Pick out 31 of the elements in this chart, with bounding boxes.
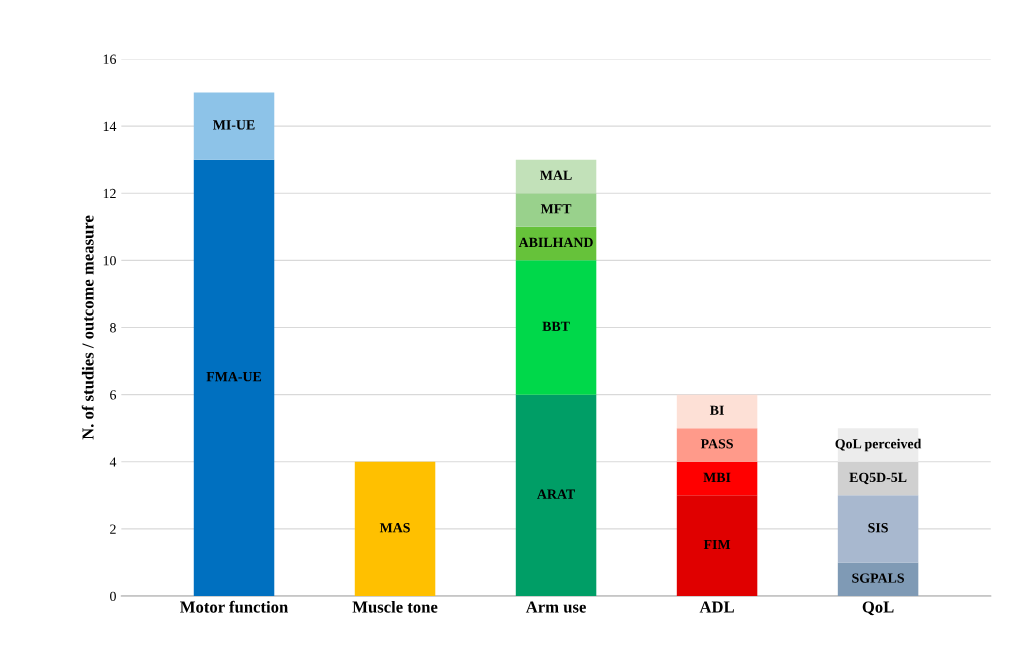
series-label: ARAT xyxy=(537,489,575,499)
series-label: MFT xyxy=(540,204,572,214)
series-label: SGPALS xyxy=(852,573,904,583)
y-axis-title: N. of studies / outcome measure xyxy=(81,215,94,440)
x-tick-label: QoL xyxy=(862,601,894,616)
y-tick-label: 10 xyxy=(103,255,116,266)
x-tick-label: Arm use xyxy=(525,601,586,613)
y-tick-label: 6 xyxy=(110,390,117,400)
y-tick-label: 4 xyxy=(109,457,117,467)
y-tick-label: 12 xyxy=(103,188,116,199)
y-tick-label: 0 xyxy=(110,591,116,602)
series-label: EQ5D-5L xyxy=(849,472,907,485)
x-tick-label: ADL xyxy=(699,601,734,613)
series-label: FMA-UE xyxy=(206,372,262,382)
series-label: ABILHAND xyxy=(518,237,593,247)
series-label: MI-UE xyxy=(213,120,255,130)
series-label: QoL perceived xyxy=(835,438,922,452)
series-label: BBT xyxy=(542,321,570,331)
series-label: PASS xyxy=(700,439,733,449)
x-tick-label: Motor function xyxy=(180,600,289,613)
y-tick-label: 14 xyxy=(103,121,117,131)
series-label: MAS xyxy=(379,523,410,533)
series-label: FIM xyxy=(703,539,731,550)
series-label: BI xyxy=(709,405,724,415)
y-tick-label: 2 xyxy=(110,524,116,534)
y-tick-label: 8 xyxy=(110,323,116,333)
y-tick-label: 16 xyxy=(103,54,117,64)
series-label: MAL xyxy=(540,170,572,180)
series-label: SIS xyxy=(868,523,888,533)
x-tick-label: Muscle tone xyxy=(352,600,438,613)
series-label: MBI xyxy=(703,472,731,482)
